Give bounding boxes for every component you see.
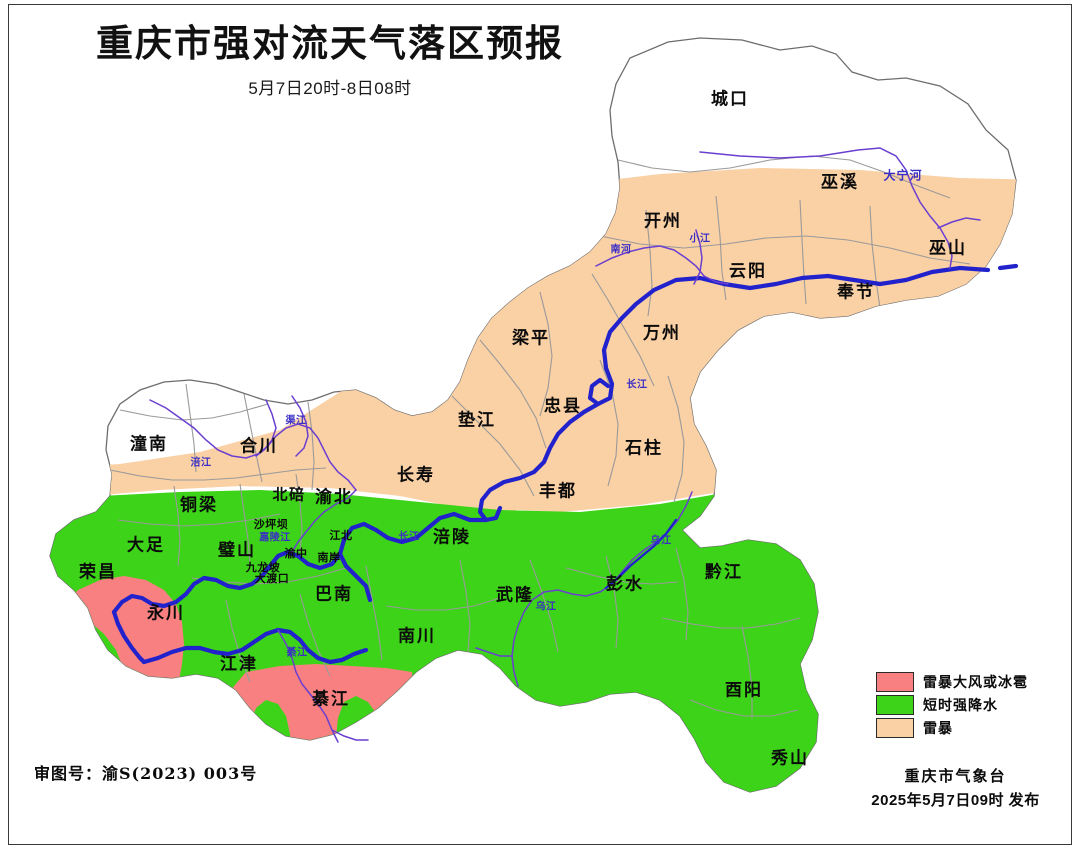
legend-label: 雷暴大风或冰雹 <box>923 675 1028 691</box>
yangtze-river-upper <box>997 263 1019 271</box>
page-title: 重庆市强对流天气落区预报 <box>96 21 564 65</box>
legend: 雷暴大风或冰雹 短时强降水雷暴 <box>876 672 1061 741</box>
title-block: 重庆市强对流天气落区预报 5月7日20时-8日08时 <box>0 22 660 99</box>
wujiang-river <box>604 518 678 590</box>
issuer-credit: 重庆市气象台 2025年5月7日09时 发布 <box>848 765 1063 810</box>
legend-color-swatch <box>876 718 914 738</box>
tributary-rivers <box>149 147 981 743</box>
legend-row: 雷暴 <box>876 718 1061 738</box>
legend-label: 雷暴 <box>923 721 953 737</box>
map-review-number: 审图号：渝S(2023) 003号 <box>34 764 258 783</box>
legend-color-swatch <box>876 672 914 692</box>
yangtze-river <box>111 265 991 665</box>
issue-timestamp: 2025年5月7日09时 发布 <box>871 792 1040 809</box>
legend-color-swatch <box>876 695 914 715</box>
legend-row: 雷暴大风或冰雹 <box>876 672 1061 692</box>
legend-row: 短时强降水 <box>876 695 1061 715</box>
district-boundaries <box>109 155 971 718</box>
issuer-name: 重庆市气象台 <box>904 767 1007 785</box>
legend-label: 短时强降水 <box>923 698 998 714</box>
forecast-period-subtitle: 5月7日20时-8日08时 <box>248 78 412 98</box>
